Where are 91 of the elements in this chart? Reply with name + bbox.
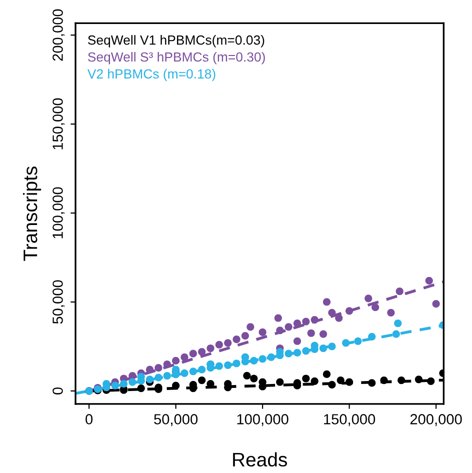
point: [250, 356, 258, 365]
y-tick-label: 200,000: [52, 9, 65, 61]
text: SeqWell S³ hPBMCs (m=0.30): [88, 52, 265, 64]
point: [224, 361, 232, 369]
point: [163, 372, 171, 380]
y-tick-label: 0: [52, 387, 63, 394]
x-axis-title: Reads: [233, 452, 288, 467]
point: [345, 307, 354, 315]
point: [398, 376, 406, 384]
point: [232, 336, 240, 344]
point: [258, 328, 266, 336]
point: [322, 298, 331, 306]
point: [336, 376, 344, 384]
point: [180, 353, 188, 361]
point: [267, 353, 276, 361]
point: [224, 339, 232, 347]
point: [258, 355, 266, 363]
point: [232, 360, 240, 368]
y-tick-label: 100,000: [52, 187, 65, 238]
point: [302, 374, 310, 382]
point: [172, 356, 180, 365]
x-tick-label: 150,000: [324, 414, 376, 426]
point: [276, 326, 284, 334]
point: [302, 318, 310, 326]
y-axis-title: Transcripts: [22, 166, 42, 261]
point: [335, 314, 343, 322]
point: [322, 370, 331, 378]
point: [189, 368, 197, 376]
point: [368, 332, 376, 340]
point: [180, 369, 188, 377]
point: [154, 374, 162, 382]
point: [432, 300, 440, 308]
point: [425, 276, 433, 284]
point: [368, 379, 376, 387]
point: [354, 337, 362, 345]
point: [394, 320, 402, 328]
y-tick-label: 150,000: [52, 98, 65, 150]
point: [387, 308, 395, 316]
point: [128, 378, 136, 386]
point: [198, 376, 206, 384]
point: [380, 376, 388, 384]
point: [372, 304, 380, 312]
point: [215, 362, 223, 370]
text: V2 hPBMCs (m=0.18): [87, 68, 216, 82]
point: [276, 378, 284, 386]
point: [284, 350, 292, 358]
point: [154, 364, 162, 372]
point: [293, 320, 302, 328]
point: [427, 377, 435, 385]
x-tick-label: 0: [86, 414, 93, 424]
x-tick-label: 50,000: [154, 414, 198, 426]
point: [328, 380, 336, 389]
point: [284, 323, 292, 331]
point: [307, 329, 315, 337]
point: [206, 344, 214, 352]
point: [302, 347, 310, 355]
point: [215, 340, 223, 348]
point: [414, 376, 422, 384]
point: [364, 294, 372, 302]
x-tick-label: 100,000: [237, 414, 288, 426]
point: [345, 378, 354, 386]
point: [198, 366, 206, 374]
y-tick-label: 50,000: [52, 280, 65, 324]
point: [310, 377, 318, 385]
x-tick-label: 200,000: [410, 414, 462, 426]
point: [172, 382, 180, 390]
point: [319, 344, 328, 352]
point: [342, 339, 350, 347]
point: [328, 308, 336, 316]
point: [189, 350, 197, 358]
point: [293, 348, 302, 356]
point: [146, 366, 154, 374]
point: [250, 374, 258, 382]
point: [246, 323, 254, 331]
point: [111, 382, 119, 390]
point: [396, 288, 404, 296]
point: [137, 384, 145, 392]
point: [328, 342, 336, 350]
point: [163, 360, 171, 368]
point: [243, 372, 251, 380]
point: [128, 372, 136, 380]
point: [274, 314, 282, 322]
point: [198, 348, 206, 356]
point: [146, 376, 154, 384]
point: [310, 316, 318, 324]
point: [120, 380, 128, 388]
point: [241, 332, 250, 340]
point: [293, 337, 302, 345]
point: [319, 330, 328, 338]
text: SeqWell V1 hPBMCs(m=0.03): [88, 35, 264, 48]
point: [392, 330, 400, 338]
